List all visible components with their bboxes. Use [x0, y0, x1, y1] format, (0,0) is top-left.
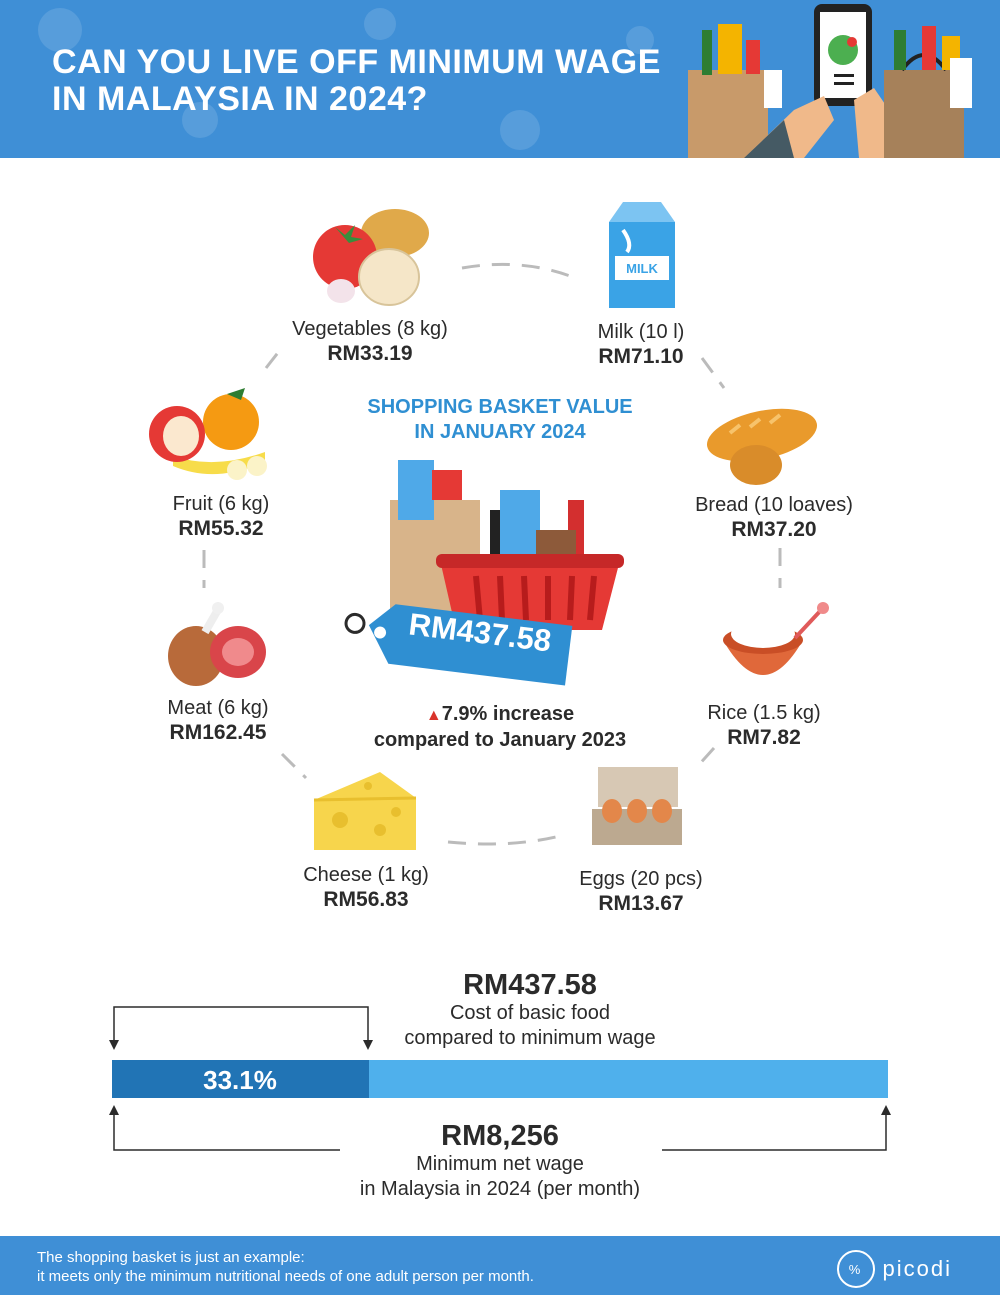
item-name: Fruit (6 kg) [172, 493, 270, 515]
meat-icon [168, 602, 266, 686]
milk-icon: MILK [609, 202, 675, 308]
fruit-icon [149, 388, 267, 480]
item-meat: Meat (6 kg) RM162.45 [108, 696, 328, 745]
basket-value-title: SHOPPING BASKET VALUE IN JANUARY 2024 [330, 395, 670, 445]
item-name: Rice (1.5 kg) [707, 702, 821, 724]
item-name: Milk (10 l) [597, 321, 685, 343]
rice-icon [723, 602, 829, 675]
item-price: RM37.20 [731, 518, 817, 541]
basket-share-bar [112, 1060, 369, 1098]
item-name: Bread (10 loaves) [695, 494, 853, 516]
increase-percent: 7.9% increase [441, 703, 575, 725]
cheese-icon [313, 772, 417, 850]
increase-note: ▲7.9% increase compared to January 2023 [320, 702, 680, 753]
basket-cost-amount: RM437.58 [463, 969, 597, 1001]
item-price: RM7.82 [727, 726, 801, 749]
item-name: Vegetables (8 kg) [292, 318, 448, 340]
item-price: RM33.19 [327, 342, 413, 365]
item-price: RM162.45 [169, 721, 267, 744]
item-fruit: Fruit (6 kg) RM55.32 [111, 492, 331, 541]
ring-connector [202, 262, 782, 846]
item-rice: Rice (1.5 kg) RM7.82 [654, 701, 874, 750]
page-title: CAN YOU LIVE OFF MINIMUM WAGE IN MALAYSI… [52, 43, 661, 118]
basket-cost-desc-1: Cost of basic food [449, 1002, 611, 1024]
footer: The shopping basket is just an example: … [0, 1236, 1000, 1295]
footer-note-line1: The shopping basket is just an example: [37, 1249, 305, 1266]
item-name: Cheese (1 kg) [303, 864, 429, 886]
eggs-icon [592, 767, 682, 845]
minimum-wage-desc-1: Minimum net wage [416, 1153, 584, 1175]
increase-comparison: compared to January 2023 [373, 729, 627, 751]
item-name: Eggs (20 pcs) [579, 868, 703, 890]
shopping-basket-icon [344, 460, 624, 686]
item-price: RM55.32 [178, 517, 264, 540]
vegetables-icon [313, 209, 429, 306]
basket-title-line1: SHOPPING BASKET VALUE [367, 396, 633, 418]
minimum-wage-amount: RM8,256 [441, 1120, 559, 1152]
item-price: RM13.67 [598, 892, 684, 915]
brand-name: picodi [882, 1256, 952, 1281]
brand-logo: % picodi [836, 1250, 952, 1288]
minimum-wage-desc-2: in Malaysia in 2024 (per month) [359, 1178, 641, 1200]
basket-share-percent: 33.1% [203, 1065, 277, 1095]
footer-note: The shopping basket is just an example: … [37, 1248, 534, 1286]
item-price: RM71.10 [598, 345, 684, 368]
header-banner: CAN YOU LIVE OFF MINIMUM WAGE IN MALAYSI… [0, 0, 1000, 158]
item-cheese: Cheese (1 kg) RM56.83 [256, 863, 476, 912]
item-price: RM56.83 [323, 888, 409, 911]
bracket-lines [109, 1006, 891, 1151]
up-arrow-icon: ▲ [425, 707, 442, 724]
item-bread: Bread (10 loaves) RM37.20 [664, 493, 884, 542]
minimum-wage-label: RM8,256 Minimum net wage in Malaysia in … [320, 1120, 680, 1202]
bread-icon [706, 408, 818, 485]
basket-title-line2: IN JANUARY 2024 [414, 421, 586, 443]
shopping-phone-icon [688, 4, 972, 158]
item-eggs: Eggs (20 pcs) RM13.67 [531, 867, 751, 916]
picodi-logo-icon: % [836, 1250, 875, 1288]
item-milk: Milk (10 l) RM71.10 [531, 320, 751, 369]
header-pattern [38, 8, 654, 150]
basket-cost-label: RM437.58 Cost of basic food compared to … [350, 969, 710, 1051]
item-name: Meat (6 kg) [167, 697, 269, 719]
footer-note-line2: it meets only the minimum nutritional ne… [37, 1268, 534, 1285]
basket-cost-desc-2: compared to minimum wage [404, 1027, 656, 1049]
svg-text:MILK: MILK [626, 261, 658, 276]
item-vegetables: Vegetables (8 kg) RM33.19 [260, 317, 480, 366]
